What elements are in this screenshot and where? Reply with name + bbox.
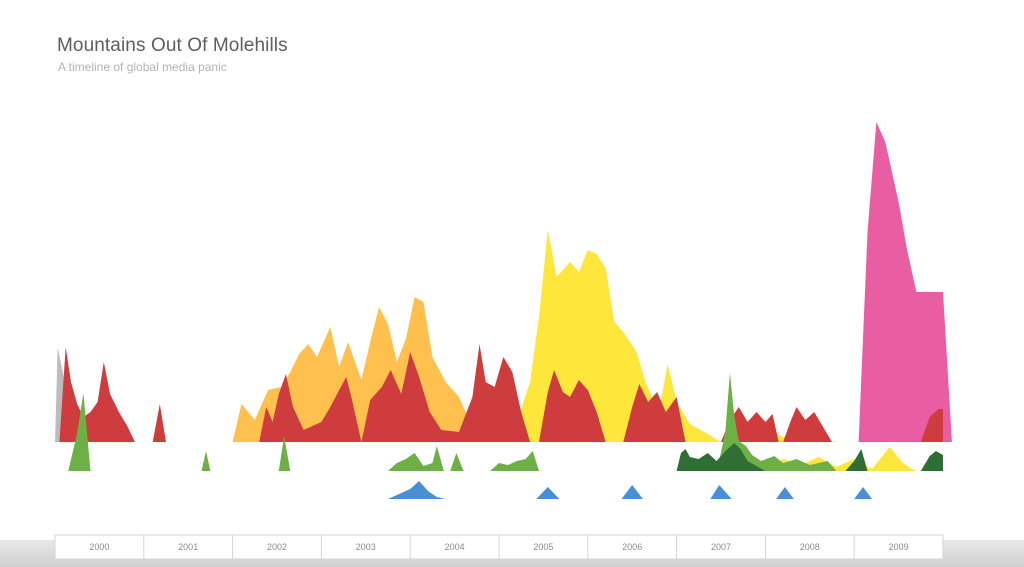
series-area-5 — [59, 347, 135, 442]
x-tick-label-2008: 2008 — [800, 542, 820, 552]
series-area-23 — [920, 451, 943, 471]
timeline-axis: 2000 2001 2002 2003 2004 2005 2006 2007 2008 2009 — [54, 534, 944, 560]
series-area-9 — [539, 370, 606, 442]
series-area-21 — [676, 443, 766, 471]
series-area-14 — [68, 393, 91, 471]
series-area-17 — [388, 446, 444, 471]
series-area-8 — [361, 344, 531, 442]
series-area-24 — [388, 481, 446, 499]
series-area-18 — [450, 453, 464, 471]
series-area-12 — [783, 407, 832, 442]
chart-subtitle: A timeline of global media panic — [58, 60, 227, 74]
series-area-15 — [201, 451, 211, 471]
series-area-10 — [623, 384, 686, 442]
x-tick-label-2009: 2009 — [889, 542, 909, 552]
series-layer — [55, 122, 952, 499]
x-tick-label-2002: 2002 — [267, 542, 287, 552]
series-area-25 — [536, 487, 560, 499]
series-area-29 — [854, 487, 872, 499]
x-tick-label-2004: 2004 — [445, 542, 465, 552]
series-area-2 — [507, 230, 837, 442]
chart-title: Mountains Out Of Molehills — [57, 35, 288, 56]
series-area-19 — [490, 451, 539, 471]
x-tick-label-2007: 2007 — [711, 542, 731, 552]
series-area-22 — [845, 449, 868, 471]
series-area-6 — [152, 404, 166, 442]
series-area-27 — [710, 485, 732, 499]
x-tick-label-2001: 2001 — [178, 542, 198, 552]
x-tick-label-2000: 2000 — [89, 542, 109, 552]
x-tick-label-2006: 2006 — [622, 542, 642, 552]
series-area-4 — [858, 122, 952, 442]
series-area-20 — [712, 373, 837, 471]
series-area-28 — [776, 487, 794, 499]
series-area-16 — [278, 436, 291, 471]
x-tick-label-2005: 2005 — [533, 542, 553, 552]
series-area-26 — [621, 485, 643, 499]
series-area-7 — [259, 374, 362, 442]
x-tick-label-2003: 2003 — [356, 542, 376, 552]
series-area-1 — [232, 297, 495, 442]
series-area-13 — [920, 409, 943, 442]
